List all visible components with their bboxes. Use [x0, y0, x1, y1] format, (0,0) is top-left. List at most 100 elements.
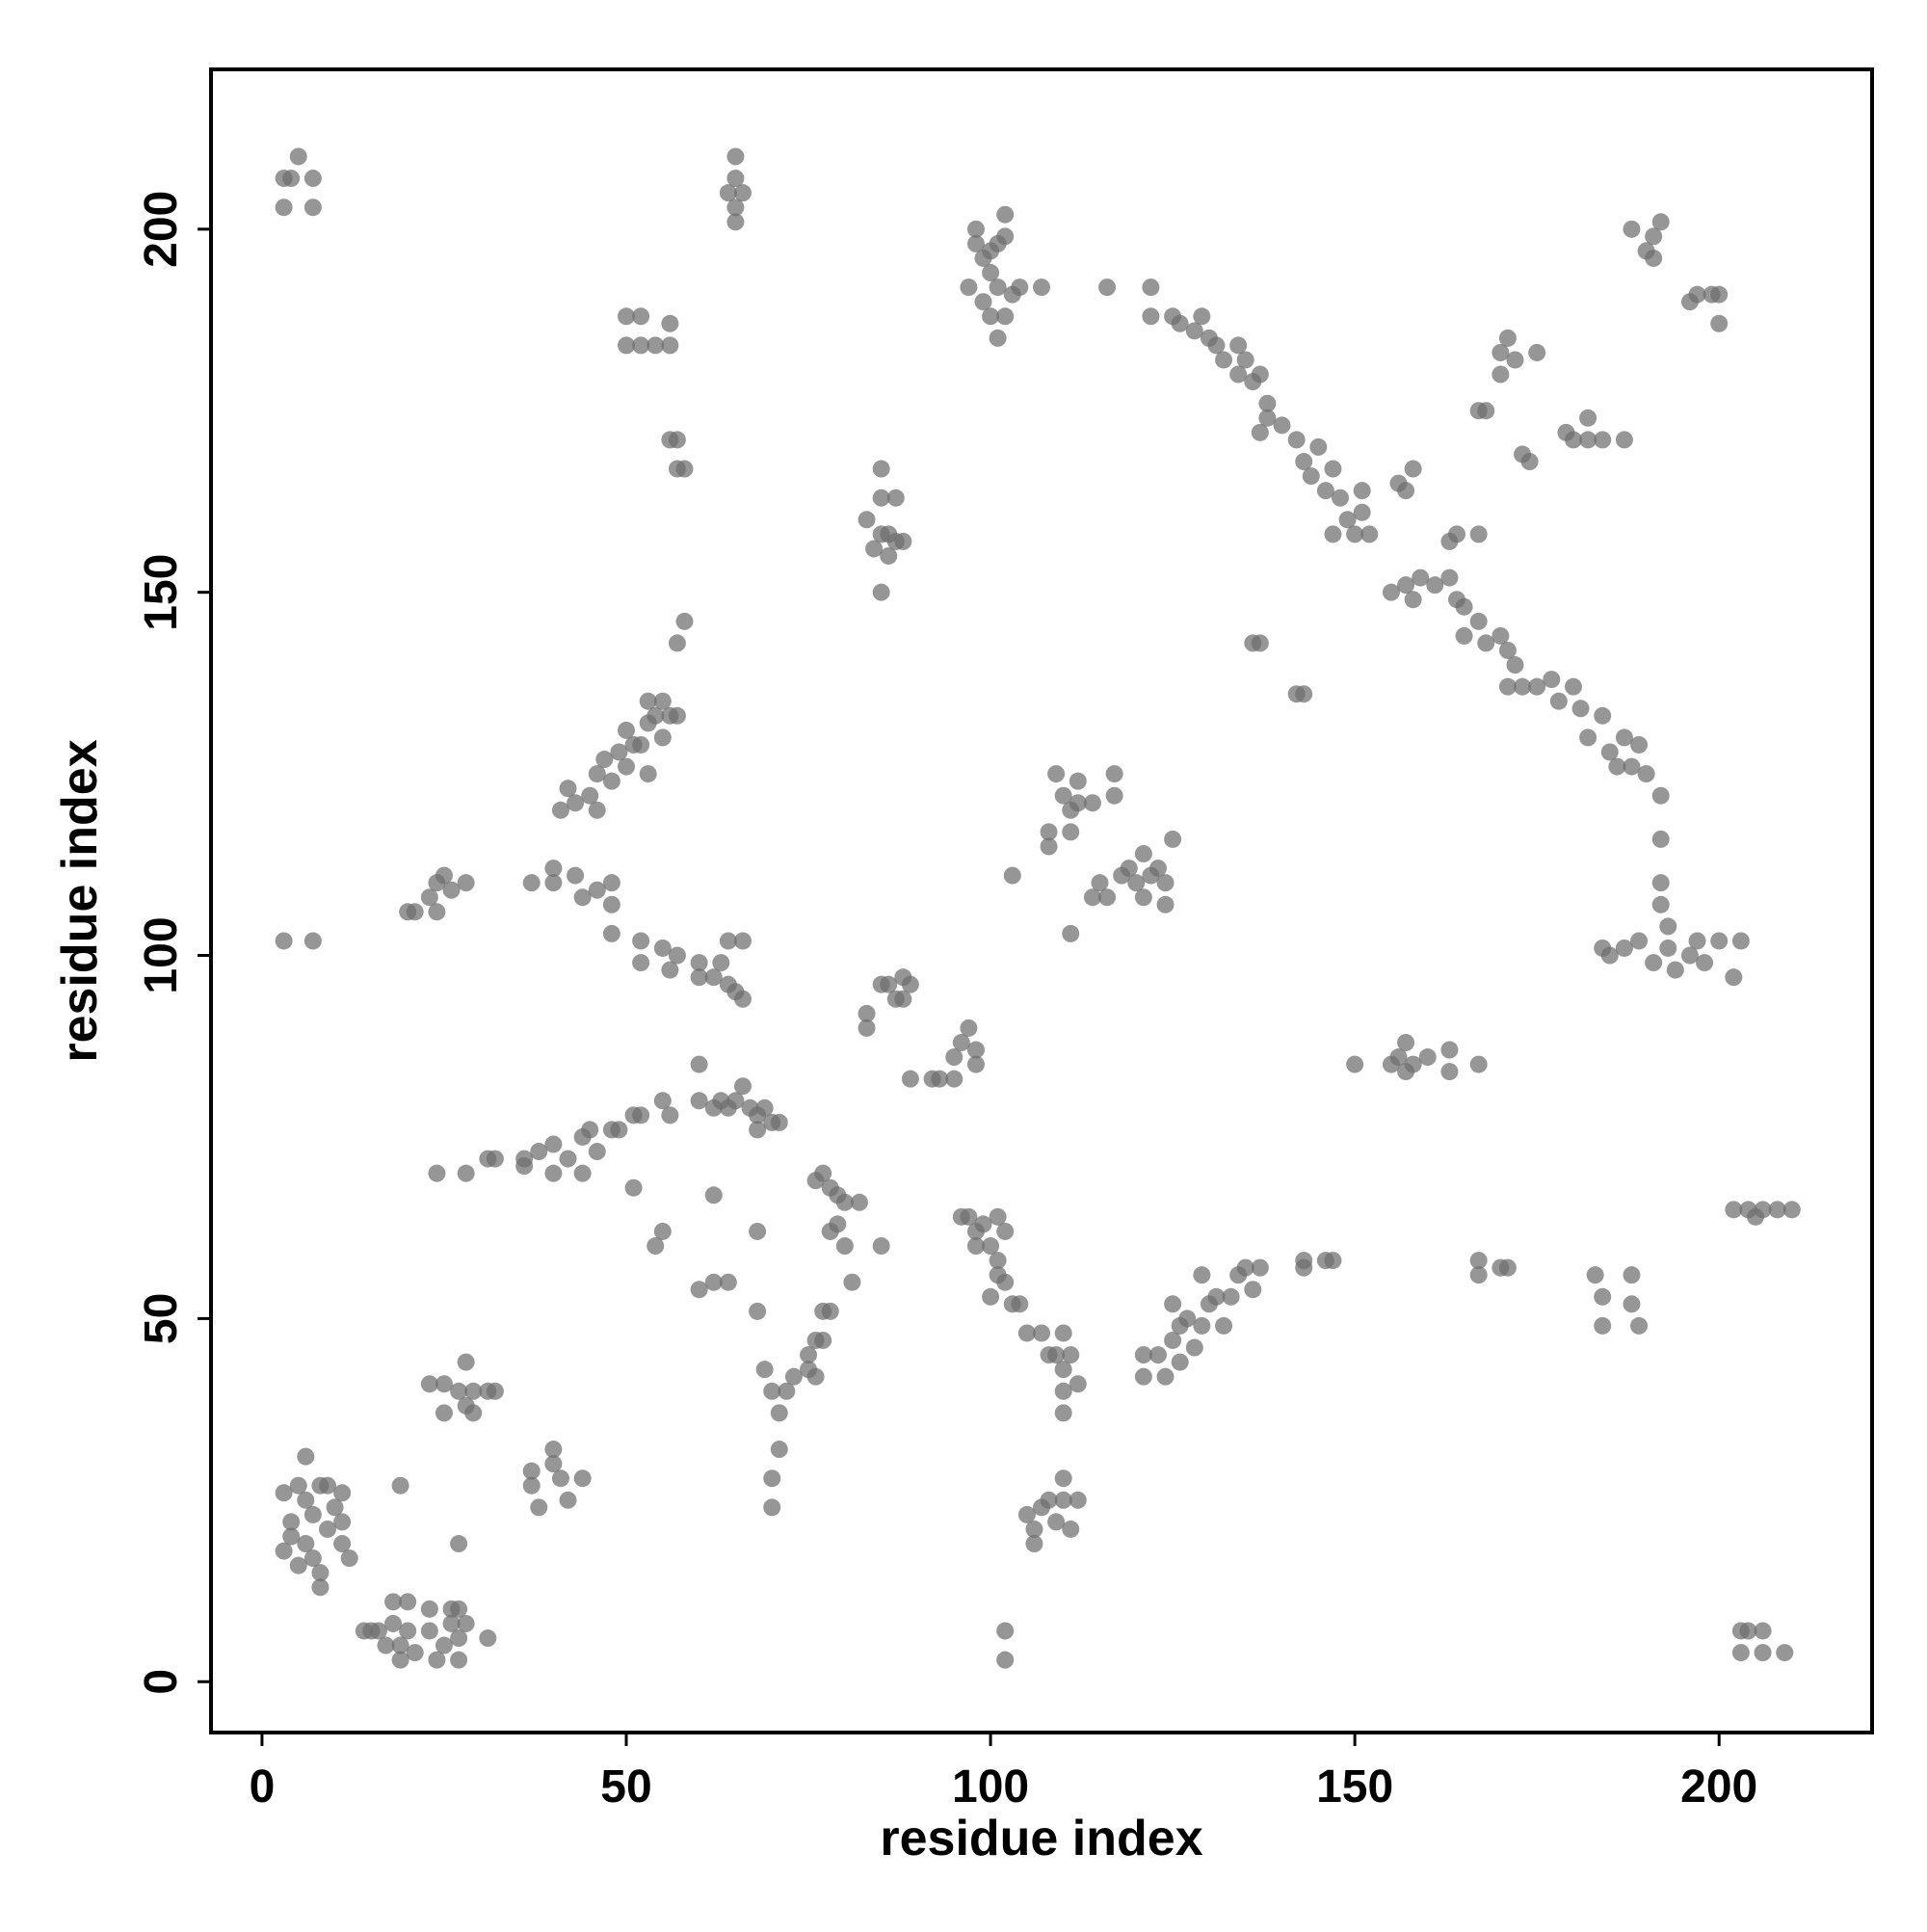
data-point: [1564, 677, 1582, 696]
y-axis-title: residue index: [52, 739, 108, 1062]
data-point: [966, 1237, 985, 1256]
data-point: [567, 794, 585, 812]
data-point: [974, 1215, 992, 1233]
data-point: [1069, 1375, 1087, 1393]
data-point: [1229, 365, 1248, 384]
data-point: [450, 1600, 468, 1618]
data-point: [333, 1513, 352, 1531]
data-point: [618, 307, 635, 326]
data-point: [1054, 1469, 1072, 1488]
data-point: [1776, 1644, 1794, 1662]
data-point: [690, 954, 708, 972]
data-point: [733, 932, 752, 950]
data-point: [1207, 1287, 1226, 1306]
data-point: [1332, 489, 1350, 507]
data-point: [1754, 1622, 1772, 1640]
data-point: [712, 954, 730, 972]
data-point: [1710, 285, 1729, 304]
data-point: [647, 336, 665, 355]
data-point: [690, 968, 708, 987]
data-point: [1418, 1048, 1437, 1067]
data-point: [653, 728, 672, 747]
data-point: [1594, 431, 1612, 449]
data-point: [428, 1164, 446, 1182]
data-point: [755, 1361, 774, 1379]
data-point: [369, 1622, 387, 1640]
data-point: [618, 721, 635, 739]
data-point: [996, 1622, 1015, 1640]
data-point: [551, 1469, 569, 1488]
data-point: [1353, 482, 1371, 500]
data-point: [1083, 794, 1101, 812]
data-point: [1083, 888, 1101, 907]
data-point: [1054, 1382, 1072, 1400]
data-point: [1193, 1316, 1211, 1335]
data-point: [435, 1636, 453, 1654]
data-point: [653, 692, 672, 710]
data-point: [486, 1382, 504, 1400]
data-point: [1498, 329, 1517, 347]
data-point: [275, 198, 293, 217]
data-point: [1017, 1324, 1036, 1342]
data-point: [1127, 874, 1146, 892]
data-point: [1215, 351, 1233, 369]
data-point: [602, 895, 620, 913]
data-point: [1156, 874, 1175, 892]
data-point: [1710, 314, 1729, 332]
data-point: [1680, 946, 1699, 965]
data-point: [479, 1629, 497, 1648]
data-point: [1594, 1287, 1612, 1306]
data-point: [966, 234, 985, 252]
data-point: [872, 489, 890, 507]
data-point: [326, 1498, 344, 1517]
data-point: [275, 1484, 293, 1502]
data-point: [1148, 1346, 1167, 1364]
data-point: [945, 1070, 964, 1088]
data-point: [333, 1535, 352, 1553]
data-point: [1120, 860, 1138, 878]
data-point: [1178, 1310, 1197, 1328]
data-point: [1506, 656, 1524, 675]
data-point: [1054, 1324, 1072, 1342]
data-point: [1477, 634, 1495, 652]
data-point: [1397, 1033, 1415, 1051]
data-point: [763, 1382, 781, 1400]
data-point: [567, 866, 585, 885]
data-point: [1054, 1404, 1072, 1422]
data-point: [996, 227, 1015, 246]
data-point: [982, 307, 1000, 326]
data-point: [982, 1237, 1000, 1256]
data-point: [420, 1375, 438, 1393]
data-point: [297, 1491, 315, 1509]
data-point: [1623, 1295, 1641, 1313]
data-point: [726, 147, 745, 166]
data-point: [850, 1193, 868, 1211]
data-point: [340, 1549, 358, 1568]
data-point: [821, 1222, 839, 1240]
data-point: [858, 511, 876, 529]
data-point: [515, 1157, 534, 1176]
data-point: [901, 1070, 919, 1088]
data-point: [653, 1222, 672, 1240]
data-point: [1148, 860, 1167, 878]
data-point: [1645, 249, 1663, 267]
data-point: [442, 1614, 461, 1632]
data-point: [1754, 1644, 1772, 1662]
data-point: [1506, 351, 1524, 369]
data-point: [945, 1048, 964, 1067]
data-point: [1586, 1266, 1604, 1284]
data-point: [406, 1644, 424, 1662]
x-tick-label: 50: [600, 1761, 651, 1813]
data-point: [1768, 1201, 1786, 1219]
data-point: [966, 1055, 985, 1073]
data-point: [996, 1651, 1015, 1669]
data-point: [1469, 1252, 1488, 1270]
data-point: [304, 932, 322, 950]
data-point: [450, 1629, 468, 1648]
data-point: [749, 1121, 767, 1139]
data-point: [588, 881, 606, 899]
data-point: [1469, 1055, 1488, 1073]
data-point: [289, 1556, 307, 1575]
data-point: [661, 314, 679, 332]
data-point: [1193, 307, 1211, 326]
